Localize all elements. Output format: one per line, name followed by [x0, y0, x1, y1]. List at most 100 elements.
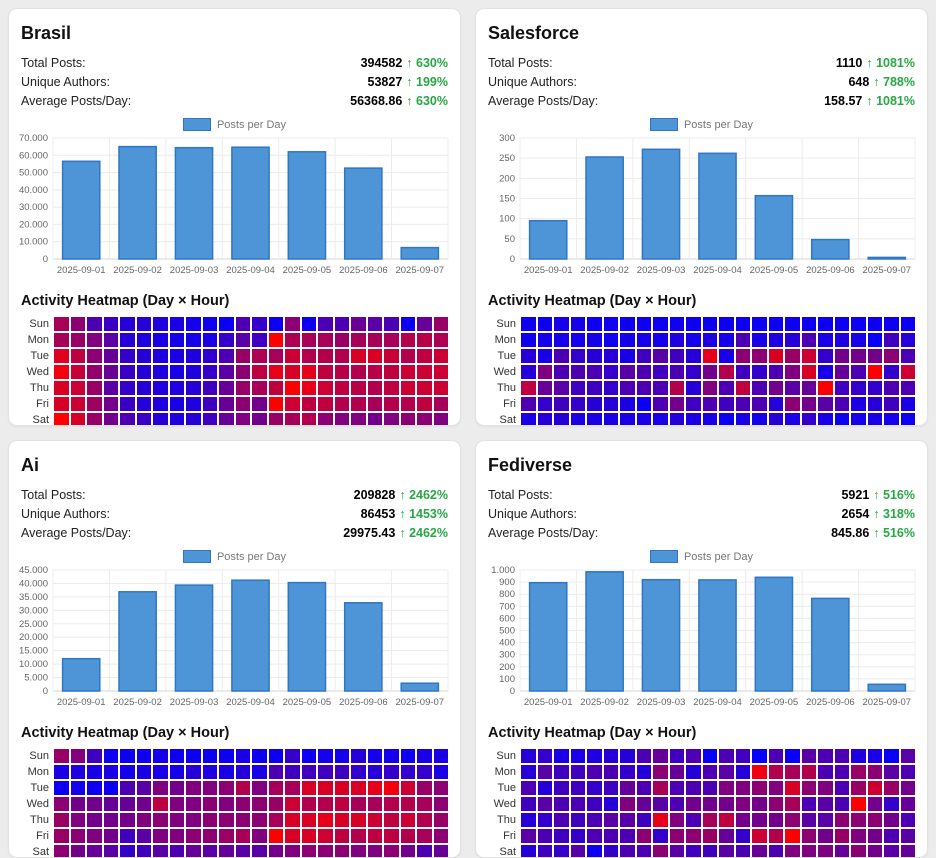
heatmap-cell[interactable]	[702, 349, 717, 363]
heatmap-cell[interactable]	[686, 797, 701, 811]
heatmap-cell[interactable]	[636, 765, 651, 779]
heatmap-cell[interactable]	[120, 749, 135, 763]
heatmap-cell[interactable]	[433, 829, 448, 843]
heatmap-cell[interactable]	[219, 317, 234, 331]
heatmap-cell[interactable]	[252, 381, 267, 395]
heatmap-cell[interactable]	[301, 333, 316, 347]
bar[interactable]	[343, 167, 383, 260]
heatmap-cell[interactable]	[252, 813, 267, 827]
heatmap-cell[interactable]	[334, 397, 349, 411]
heatmap-cell[interactable]	[285, 829, 300, 843]
heatmap-cell[interactable]	[169, 765, 184, 779]
heatmap-cell[interactable]	[834, 413, 849, 425]
heatmap-cell[interactable]	[351, 749, 366, 763]
heatmap-cell[interactable]	[537, 813, 552, 827]
heatmap-cell[interactable]	[417, 333, 432, 347]
heatmap-cell[interactable]	[537, 749, 552, 763]
heatmap-cell[interactable]	[636, 317, 651, 331]
heatmap-cell[interactable]	[867, 349, 882, 363]
heatmap-cell[interactable]	[636, 781, 651, 795]
heatmap-cell[interactable]	[620, 829, 635, 843]
heatmap-cell[interactable]	[400, 749, 415, 763]
heatmap-cell[interactable]	[554, 845, 569, 857]
heatmap-cell[interactable]	[219, 829, 234, 843]
heatmap-cell[interactable]	[587, 813, 602, 827]
heatmap-cell[interactable]	[433, 349, 448, 363]
heatmap-cell[interactable]	[351, 813, 366, 827]
heatmap-cell[interactable]	[219, 813, 234, 827]
heatmap-cell[interactable]	[433, 333, 448, 347]
heatmap-cell[interactable]	[537, 829, 552, 843]
heatmap-cell[interactable]	[103, 765, 118, 779]
heatmap-cell[interactable]	[537, 797, 552, 811]
heatmap-cell[interactable]	[433, 781, 448, 795]
heatmap-cell[interactable]	[603, 749, 618, 763]
heatmap-cell[interactable]	[219, 333, 234, 347]
chart-legend[interactable]: Posts per Day	[19, 550, 450, 563]
heatmap-cell[interactable]	[851, 749, 866, 763]
bar[interactable]	[343, 602, 383, 692]
heatmap-cell[interactable]	[169, 381, 184, 395]
heatmap-cell[interactable]	[867, 797, 882, 811]
heatmap-cell[interactable]	[136, 749, 151, 763]
heatmap-cell[interactable]	[884, 317, 899, 331]
heatmap-cell[interactable]	[318, 829, 333, 843]
heatmap-cell[interactable]	[537, 413, 552, 425]
heatmap-cell[interactable]	[87, 333, 102, 347]
heatmap-cell[interactable]	[301, 765, 316, 779]
heatmap-cell[interactable]	[384, 813, 399, 827]
bar[interactable]	[698, 579, 737, 692]
bar[interactable]	[231, 146, 270, 260]
heatmap-cell[interactable]	[636, 349, 651, 363]
heatmap-cell[interactable]	[554, 413, 569, 425]
heatmap-cell[interactable]	[235, 765, 250, 779]
heatmap-cell[interactable]	[153, 381, 168, 395]
heatmap-cell[interactable]	[169, 829, 184, 843]
heatmap-cell[interactable]	[87, 829, 102, 843]
heatmap-cell[interactable]	[120, 317, 135, 331]
heatmap-cell[interactable]	[570, 765, 585, 779]
chart-legend[interactable]: Posts per Day	[486, 550, 917, 563]
heatmap-cell[interactable]	[834, 397, 849, 411]
heatmap-cell[interactable]	[851, 413, 866, 425]
heatmap-cell[interactable]	[186, 349, 201, 363]
posts-per-day-bar-chart[interactable]: 1.000 900 800 700 600 500 400 300 200 100 0 2025-09…	[486, 565, 917, 715]
heatmap-cell[interactable]	[268, 381, 283, 395]
heatmap-cell[interactable]	[252, 845, 267, 857]
heatmap-cell[interactable]	[801, 749, 816, 763]
bar[interactable]	[810, 597, 850, 692]
heatmap-cell[interactable]	[351, 829, 366, 843]
heatmap-cell[interactable]	[219, 365, 234, 379]
heatmap-cell[interactable]	[153, 365, 168, 379]
heatmap-cell[interactable]	[202, 365, 217, 379]
heatmap-cell[interactable]	[851, 349, 866, 363]
heatmap-cell[interactable]	[521, 781, 536, 795]
heatmap-cell[interactable]	[400, 813, 415, 827]
heatmap-cell[interactable]	[252, 333, 267, 347]
heatmap-cell[interactable]	[334, 349, 349, 363]
heatmap-cell[interactable]	[301, 797, 316, 811]
heatmap-cell[interactable]	[433, 813, 448, 827]
heatmap-cell[interactable]	[87, 365, 102, 379]
heatmap-cell[interactable]	[719, 317, 734, 331]
heatmap-cell[interactable]	[785, 333, 800, 347]
heatmap-cell[interactable]	[702, 397, 717, 411]
heatmap-cell[interactable]	[120, 813, 135, 827]
heatmap-cell[interactable]	[153, 349, 168, 363]
heatmap-cell[interactable]	[686, 749, 701, 763]
heatmap-cell[interactable]	[851, 797, 866, 811]
heatmap-cell[interactable]	[900, 397, 915, 411]
heatmap-cell[interactable]	[103, 381, 118, 395]
heatmap-cell[interactable]	[87, 797, 102, 811]
heatmap-cell[interactable]	[417, 413, 432, 425]
heatmap-cell[interactable]	[867, 381, 882, 395]
heatmap-cell[interactable]	[417, 749, 432, 763]
heatmap-cell[interactable]	[521, 317, 536, 331]
heatmap-cell[interactable]	[334, 317, 349, 331]
heatmap-cell[interactable]	[603, 797, 618, 811]
heatmap-cell[interactable]	[900, 317, 915, 331]
heatmap-cell[interactable]	[301, 381, 316, 395]
heatmap-cell[interactable]	[417, 365, 432, 379]
heatmap-cell[interactable]	[120, 845, 135, 857]
heatmap-cell[interactable]	[235, 749, 250, 763]
